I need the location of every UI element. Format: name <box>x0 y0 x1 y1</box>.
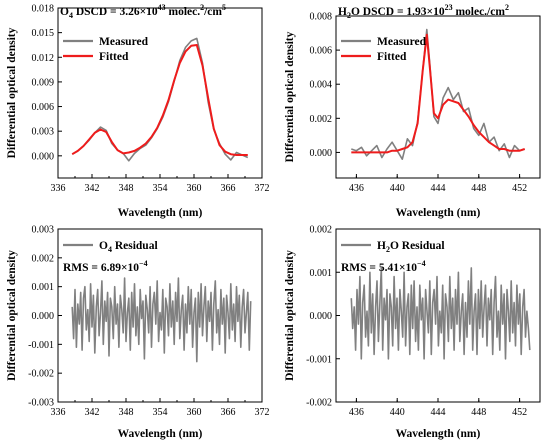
h2o-fit-y-tick-label: 0.000 <box>310 148 333 159</box>
h2o-residual-x-axis-label: Wavelength (nm) <box>396 428 481 440</box>
o4-fit-x-tick-label: 342 <box>85 183 100 194</box>
h2o-fit-x-tick-label: 444 <box>431 183 446 194</box>
h2o-fit-fitted-line <box>351 33 526 154</box>
o4-fit-fitted-line <box>71 44 248 156</box>
o4-residual-x-tick-label: 336 <box>51 407 66 418</box>
o4-residual-rms-annotation: RMS = 6.89×10−4 <box>63 259 148 274</box>
o4-fit-legend-label: Measured <box>99 36 149 48</box>
o4-residual-o4-residual-line <box>71 277 252 363</box>
h2o-residual-x-tick-label: 440 <box>390 407 405 418</box>
o4-fit-y-tick-label: 0.000 <box>32 151 55 162</box>
h2o-residual-y-tick-label: 0.002 <box>310 225 333 236</box>
o4-residual-y-axis-label: Differential optical density <box>6 250 18 381</box>
h2o-fit-y-tick-label: 0.002 <box>310 114 333 125</box>
o4-fit-y-tick-label: 0.009 <box>32 77 55 88</box>
o4-residual-y-tick-label: 0.002 <box>32 253 55 264</box>
h2o-fit-measured-line <box>351 28 525 160</box>
o4-fit-x-tick-label: 366 <box>221 183 236 194</box>
o4-residual-x-axis-label: Wavelength (nm) <box>118 428 203 440</box>
h2o-residual-y-axis-label: Differential optical density <box>284 250 296 381</box>
h2o-residual-y-tick-label: -0.002 <box>306 398 332 409</box>
o4-fit-y-tick-label: 0.018 <box>32 4 55 15</box>
h2o-residual-x-tick-label: 444 <box>431 407 446 418</box>
h2o-fit-y-axis-label: Differential optical density <box>284 31 296 162</box>
h2o-residual-panel: 436 440 444 448 452 -0.002 -0.001 0.000 0.001 0.0… <box>284 225 541 440</box>
h2o-residual-rms-annotation: RMS = 5.41×10−4 <box>341 259 426 274</box>
h2o-fit-title: H2O DSCD = 1.93×1023 molec./cm2 <box>338 3 509 20</box>
h2o-residual-y-tick-label: 0.000 <box>310 311 333 322</box>
o4-fit-y-tick-label: 0.015 <box>32 28 55 39</box>
o4-residual-y-tick-label: 0.001 <box>32 282 55 293</box>
h2o-fit-x-tick-label: 448 <box>471 183 486 194</box>
o4-residual-y-tick-label: 0.000 <box>32 311 55 322</box>
o4-fit-legend-label: Fitted <box>99 51 129 63</box>
h2o-residual-h2o-residual-line <box>350 267 531 360</box>
o4-fit-x-axis-label: Wavelength (nm) <box>118 207 203 219</box>
o4-residual-y-tick-label: -0.001 <box>28 340 54 351</box>
h2o-fit-y-tick-label: 0.006 <box>310 46 333 57</box>
h2o-fit-x-tick-label: 452 <box>512 183 527 194</box>
h2o-fit-legend-label: Fitted <box>377 51 407 63</box>
o4-residual-legend-label: O4 Residual <box>99 240 158 254</box>
o4-residual-panel: 336 342 348 354 360 366 372 -0.003 -0.002 -0.001 0… <box>6 225 270 441</box>
o4-residual-x-tick-label: 366 <box>221 407 236 418</box>
h2o-fit-legend-label: Measured <box>377 36 427 48</box>
h2o-fit-y-tick-label: 0.004 <box>310 80 333 91</box>
o4-fit-x-tick-label: 360 <box>187 183 202 194</box>
h2o-residual-y-tick-label: 0.001 <box>310 268 333 279</box>
o4-fit-x-tick-label: 354 <box>153 183 168 194</box>
o4-fit-x-tick-label: 372 <box>255 183 270 194</box>
o4-fit-plot-frame <box>57 7 263 179</box>
o4-fit-y-tick-label: 0.003 <box>32 127 55 138</box>
o4-residual-x-tick-label: 360 <box>187 407 202 418</box>
h2o-residual-legend-label: H2O Residual <box>377 240 445 254</box>
h2o-residual-x-tick-label: 448 <box>471 407 486 418</box>
o4-fit-x-tick-label: 336 <box>51 183 66 194</box>
h2o-residual-y-tick-label: -0.001 <box>306 354 332 365</box>
o4-fit-y-tick-label: 0.012 <box>32 53 55 64</box>
o4-residual-x-tick-label: 348 <box>119 407 134 418</box>
h2o-fit-x-tick-label: 436 <box>349 183 364 194</box>
o4-fit-y-axis-label: Differential optical density <box>6 27 18 158</box>
h2o-fit-y-tick-label: 0.008 <box>310 12 333 23</box>
o4-fit-x-tick-label: 348 <box>119 183 134 194</box>
o4-residual-y-tick-label: -0.002 <box>28 369 54 380</box>
o4-residual-y-tick-label: 0.003 <box>32 225 55 236</box>
o4-residual-x-tick-label: 354 <box>153 407 168 418</box>
h2o-residual-x-tick-label: 452 <box>512 407 527 418</box>
h2o-residual-x-tick-label: 436 <box>349 407 364 418</box>
o4-residual-x-tick-label: 372 <box>255 407 270 418</box>
o4-residual-y-tick-label: -0.003 <box>28 398 54 409</box>
o4-fit-y-tick-label: 0.006 <box>32 102 55 113</box>
o4-residual-x-tick-label: 342 <box>85 407 100 418</box>
h2o-fit-x-tick-label: 440 <box>390 183 405 194</box>
o4-fit-panel: 336 342 348 354 360 366 372 0.000 0.003 0.006 0.00… <box>6 3 270 219</box>
h2o-fit-x-axis-label: Wavelength (nm) <box>396 207 481 219</box>
o4-fit-title: O4 DSCD = 3.26×1043 molec.2/cm5 <box>60 3 226 20</box>
h2o-fit-panel: 436 440 444 448 452 0.000 0.002 0.004 0.006 0.008… <box>284 3 541 219</box>
